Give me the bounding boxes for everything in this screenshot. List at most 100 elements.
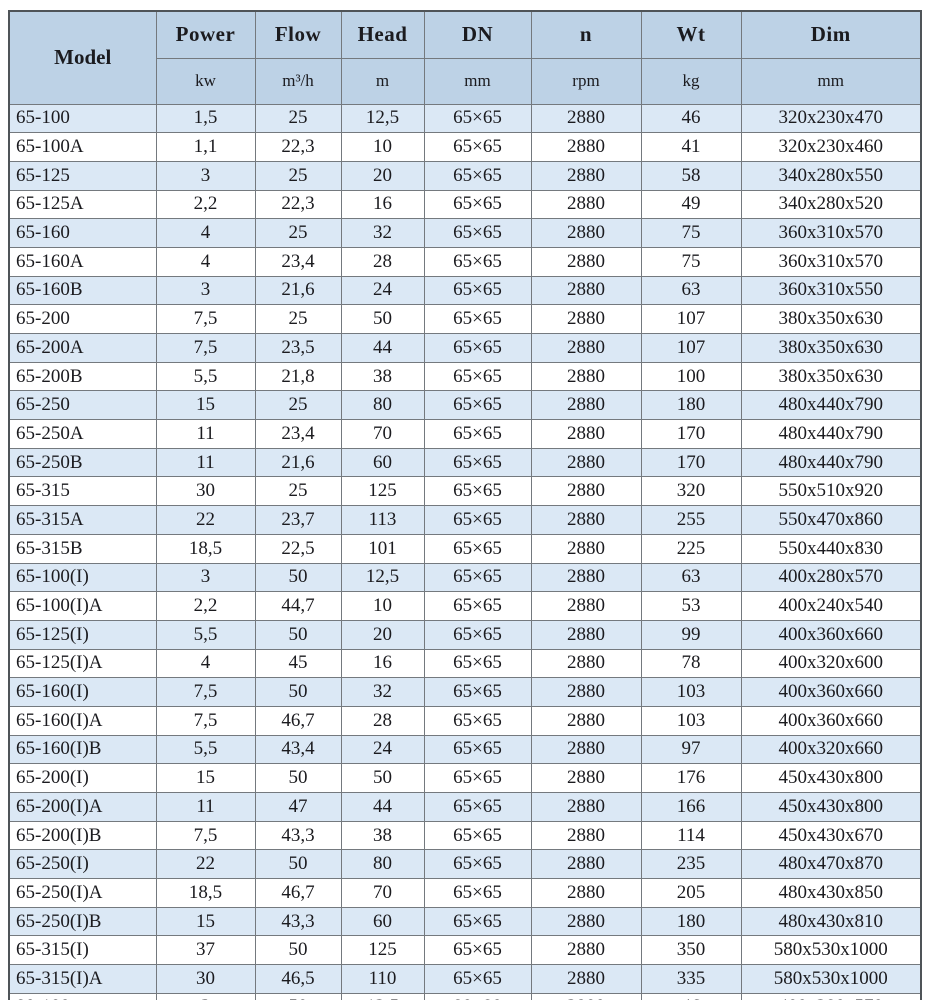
wt-cell: 170 [640, 419, 742, 449]
power-cell: 11 [155, 792, 256, 822]
model-cell: 65-200B [8, 361, 157, 392]
dn-cell: 65×65 [423, 218, 532, 248]
dim-cell: 380x350x630 [740, 304, 922, 334]
flow-cell: 22,3 [254, 132, 342, 162]
head-cell: 28 [340, 705, 425, 736]
wt-cell: 103 [640, 705, 742, 736]
head-cell: 24 [340, 275, 425, 306]
flow-cell: 25 [254, 218, 342, 248]
wt-cell: 225 [640, 533, 742, 564]
dim-cell: 550x440x830 [740, 533, 922, 564]
head-cell: 101 [340, 533, 425, 564]
n-cell: 2880 [530, 246, 642, 277]
dn-cell: 65×65 [423, 619, 532, 650]
model-cell: 65-125(I) [8, 619, 157, 650]
power-cell: 5,5 [155, 619, 256, 650]
flow-cell: 50 [254, 562, 342, 593]
wt-cell: 63 [640, 275, 742, 306]
dn-cell: 80×80 [423, 992, 532, 1000]
dim-cell: 550x470x860 [740, 505, 922, 535]
table-row: 65-160 4 25 32 65×65 2880 75 360x310x570 [8, 218, 922, 248]
power-cell: 11 [155, 419, 256, 449]
dn-cell: 65×65 [423, 132, 532, 162]
head-cell: 110 [340, 964, 425, 994]
wt-cell: 180 [640, 906, 742, 937]
flow-cell: 43,4 [254, 734, 342, 765]
table-row: 65-315 30 25 125 65×65 2880 320 550x510x… [8, 476, 922, 507]
wt-cell: 107 [640, 333, 742, 363]
unit-n: rpm [530, 57, 642, 105]
unit-dim: mm [740, 57, 922, 105]
wt-cell: 41 [640, 132, 742, 162]
wt-cell: 350 [640, 935, 742, 966]
model-cell: 65-160(I)B [8, 734, 157, 765]
n-cell: 2880 [530, 964, 642, 994]
power-cell: 7,5 [155, 705, 256, 736]
table-row: 65-100 1,5 25 12,5 65×65 2880 46 320x230… [8, 103, 922, 134]
head-cell: 38 [340, 820, 425, 851]
n-cell: 2880 [530, 820, 642, 851]
n-cell: 2880 [530, 333, 642, 363]
dn-cell: 65×65 [423, 763, 532, 793]
table-row: 65-200B 5,5 21,8 38 65×65 2880 100 380x3… [8, 361, 922, 392]
table-row: 80-100 3 50 12,5 80×80 2900 46 400x280x5… [8, 992, 922, 1000]
head-cell: 60 [340, 447, 425, 478]
n-cell: 2880 [530, 792, 642, 822]
model-cell: 65-100 [8, 103, 157, 134]
wt-cell: 46 [640, 992, 742, 1000]
dn-cell: 65×65 [423, 160, 532, 191]
table-row: 65-250(I)B 15 43,3 60 65×65 2880 180 480… [8, 906, 922, 937]
dn-cell: 65×65 [423, 935, 532, 966]
table-row: 65-125A 2,2 22,3 16 65×65 2880 49 340x28… [8, 189, 922, 220]
head-cell: 12,5 [340, 992, 425, 1000]
power-cell: 4 [155, 246, 256, 277]
table-row: 65-250(I)A 18,5 46,7 70 65×65 2880 205 4… [8, 878, 922, 908]
model-cell: 65-100(I)A [8, 591, 157, 621]
model-cell: 65-250(I) [8, 849, 157, 880]
wt-cell: 114 [640, 820, 742, 851]
head-cell: 38 [340, 361, 425, 392]
wt-cell: 75 [640, 246, 742, 277]
dim-cell: 400x360x660 [740, 705, 922, 736]
dim-cell: 340x280x550 [740, 160, 922, 191]
dim-cell: 380x350x630 [740, 333, 922, 363]
dim-cell: 360x310x570 [740, 218, 922, 248]
n-cell: 2880 [530, 734, 642, 765]
table-row: 65-125(I) 5,5 50 20 65×65 2880 99 400x36… [8, 619, 922, 650]
dn-cell: 65×65 [423, 591, 532, 621]
n-cell: 2880 [530, 906, 642, 937]
flow-cell: 21,6 [254, 275, 342, 306]
head-cell: 32 [340, 677, 425, 707]
wt-cell: 107 [640, 304, 742, 334]
n-cell: 2900 [530, 992, 642, 1000]
head-cell: 50 [340, 304, 425, 334]
power-cell: 37 [155, 935, 256, 966]
dn-cell: 65×65 [423, 705, 532, 736]
table-row: 65-160(I)A 7,5 46,7 28 65×65 2880 103 40… [8, 705, 922, 736]
model-cell: 65-250 [8, 390, 157, 421]
head-cell: 113 [340, 505, 425, 535]
dim-cell: 320x230x460 [740, 132, 922, 162]
wt-cell: 78 [640, 648, 742, 679]
flow-cell: 25 [254, 160, 342, 191]
dn-cell: 65×65 [423, 447, 532, 478]
column-header-flow: Flow [254, 10, 342, 59]
dim-cell: 380x350x630 [740, 361, 922, 392]
n-cell: 2880 [530, 304, 642, 334]
head-cell: 12,5 [340, 562, 425, 593]
wt-cell: 103 [640, 677, 742, 707]
model-cell: 65-315 [8, 476, 157, 507]
table-row: 65-315(I) 37 50 125 65×65 2880 350 580x5… [8, 935, 922, 966]
dn-cell: 65×65 [423, 476, 532, 507]
dn-cell: 65×65 [423, 792, 532, 822]
dim-cell: 480x440x790 [740, 419, 922, 449]
flow-cell: 25 [254, 476, 342, 507]
model-cell: 65-160(I) [8, 677, 157, 707]
wt-cell: 335 [640, 964, 742, 994]
table-row: 65-160B 3 21,6 24 65×65 2880 63 360x310x… [8, 275, 922, 306]
dn-cell: 65×65 [423, 734, 532, 765]
wt-cell: 180 [640, 390, 742, 421]
head-cell: 125 [340, 935, 425, 966]
power-cell: 22 [155, 849, 256, 880]
dn-cell: 65×65 [423, 820, 532, 851]
